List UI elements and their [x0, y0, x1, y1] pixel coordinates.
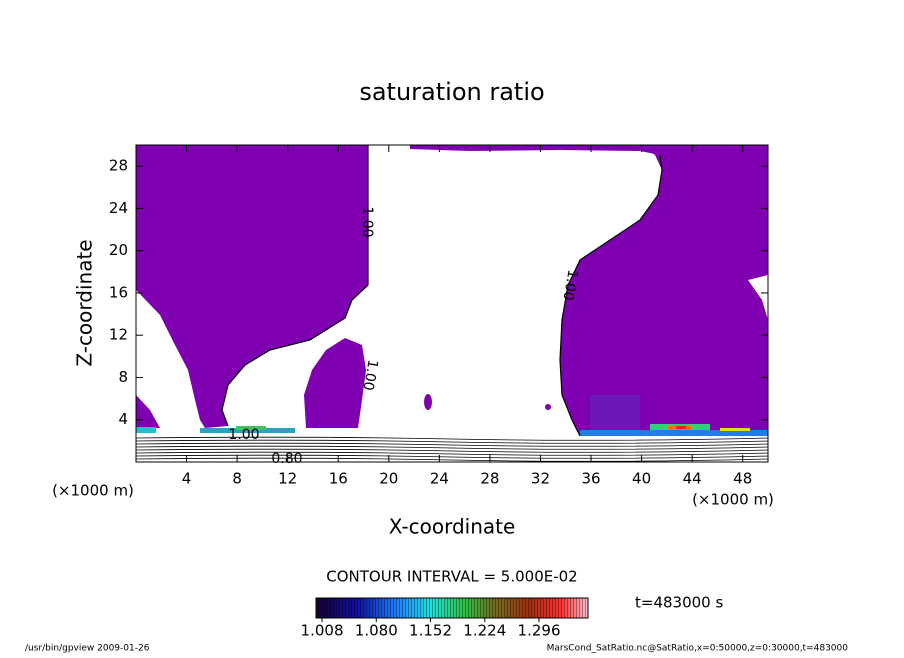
- contour-label: 0.80: [271, 451, 302, 467]
- contour-lines: [136, 436, 768, 462]
- colorbar-tick-label: 1.296: [518, 622, 561, 640]
- footer-left: /usr/bin/gpview 2009-01-26: [25, 644, 150, 654]
- plot-frame: [135, 144, 769, 463]
- region: [560, 145, 768, 436]
- time-label: t=483000 s: [635, 594, 723, 612]
- contour-line: [221, 145, 663, 437]
- contour-line: [136, 448, 768, 453]
- y-tick-label: 16: [109, 283, 128, 301]
- colorbar-frame: [315, 597, 589, 619]
- x-tick-label: 28: [480, 470, 499, 488]
- contour-label: 1.00: [359, 206, 375, 237]
- y-tick-label: 4: [118, 410, 128, 428]
- colorbar-tick-label: 1.224: [463, 622, 506, 640]
- x-tick-label: 20: [379, 470, 398, 488]
- region: [545, 404, 551, 410]
- contour-line: [136, 439, 768, 444]
- contour-label: 1.00: [559, 268, 580, 301]
- x-tick-label: 44: [683, 470, 702, 488]
- y-tick-label: 28: [109, 157, 128, 175]
- y-tick-label: 24: [109, 199, 128, 217]
- x-tick-label: 48: [733, 470, 752, 488]
- contour-line: [136, 451, 768, 456]
- contour-line: [136, 454, 768, 459]
- contour-label: 1.00: [228, 427, 259, 443]
- x-tick-label: 16: [329, 470, 348, 488]
- y-tick-label: 12: [109, 326, 128, 344]
- region: [136, 395, 160, 428]
- contour-label: 1.00: [359, 358, 380, 391]
- contour-fill: [136, 145, 768, 436]
- colorbar-tick-label: 1.080: [355, 622, 398, 640]
- x-unit: (×1000 m): [692, 491, 774, 509]
- contour-interval: CONTOUR INTERVAL = 5.000E-02: [326, 568, 577, 586]
- y-tick-label: 8: [118, 368, 128, 386]
- x-tick-label: 12: [278, 470, 297, 488]
- colorbar-tick-label: 1.152: [409, 622, 452, 640]
- region: [410, 145, 660, 155]
- colorbar-tick-label: 1.008: [301, 622, 344, 640]
- x-tick-label: 4: [182, 470, 192, 488]
- x-tick-label: 24: [430, 470, 449, 488]
- y-axis-label: Z-coordinate: [73, 239, 97, 366]
- y-unit: (×1000 m): [52, 482, 134, 500]
- region: [304, 338, 366, 428]
- x-tick-label: 8: [232, 470, 242, 488]
- x-tick-label: 32: [531, 470, 550, 488]
- contour-line: [136, 442, 768, 447]
- x-axis-label: X-coordinate: [389, 515, 516, 539]
- plot-area: [136, 145, 768, 462]
- chart-title: saturation ratio: [359, 78, 544, 106]
- footer-right: MarsCond_SatRatio.nc@SatRatio,x=0:50000,…: [547, 644, 849, 654]
- contour-line: [136, 445, 768, 450]
- color-shading: [136, 395, 768, 436]
- x-tick-label: 36: [581, 470, 600, 488]
- region: [424, 394, 432, 410]
- contour-line: [136, 436, 768, 441]
- y-tick-label: 20: [109, 241, 128, 259]
- x-tick-label: 40: [632, 470, 651, 488]
- region: [136, 145, 368, 428]
- contour-line: [136, 457, 768, 462]
